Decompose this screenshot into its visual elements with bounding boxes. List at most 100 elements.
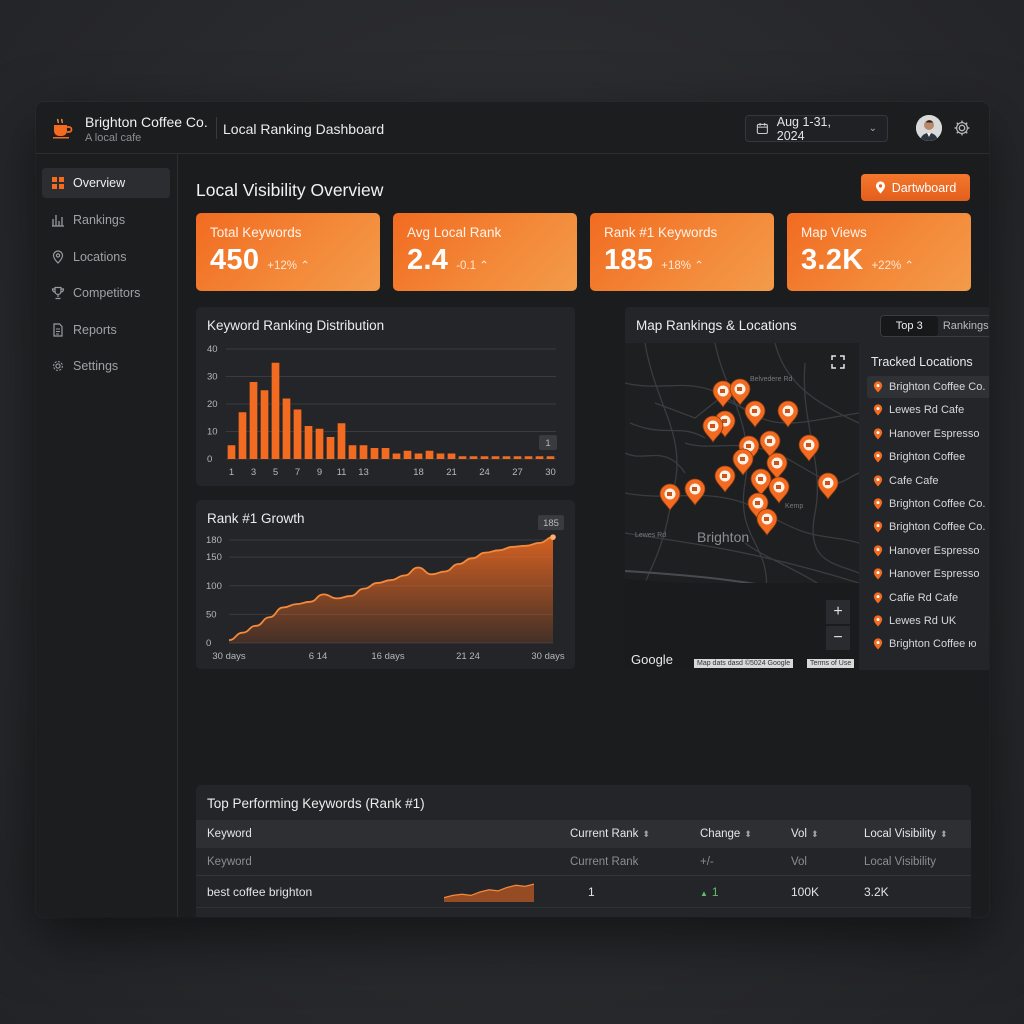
bar[interactable] [304,426,313,459]
tracked-location-item[interactable]: Hanover Espresso [867,423,989,445]
bar[interactable] [359,445,368,459]
y-tick-label: 30 [207,372,218,383]
series-line [228,536,554,642]
filter-change[interactable]: +/- [700,855,714,868]
bar[interactable] [227,445,236,459]
location-pin-icon[interactable] [756,508,778,536]
bar[interactable] [513,456,522,459]
bar[interactable] [282,398,291,460]
tracked-location-item[interactable]: Hanover Espresso [867,563,989,585]
bar[interactable] [524,456,533,459]
toggle-rankings[interactable]: Rankings [942,320,989,332]
tracked-location-label: Hanover Espresso [889,568,980,581]
bar[interactable] [436,453,445,460]
location-pin-icon[interactable] [750,468,772,496]
location-pin-icon[interactable] [714,465,736,493]
column-header-visibility[interactable]: Local Visibility ⬍ [864,828,948,840]
toggle-top3[interactable]: Top 3 [881,316,938,336]
bar[interactable] [469,456,478,459]
gear-icon[interactable] [953,119,971,137]
bar[interactable] [392,453,401,460]
x-tick-label: 21 24 [456,651,480,662]
bar[interactable] [260,390,269,459]
bar[interactable] [491,456,500,459]
bar[interactable] [271,362,280,459]
column-header-keyword[interactable]: Keyword [207,828,252,840]
dashboard-button[interactable]: Dartwboard [861,174,970,201]
kpi-total-keywords[interactable]: Total Keywords 450 +12% ⌃ [196,213,380,291]
tracked-location-item[interactable]: Brighton Coffee ю [867,633,989,655]
location-pin-icon[interactable] [798,434,820,462]
bar[interactable] [370,448,379,459]
location-pin-icon[interactable] [732,448,754,476]
kpi-rank1-keywords[interactable]: Rank #1 Keywords 185 +18% ⌃ [590,213,774,291]
bar[interactable] [326,437,335,459]
bar[interactable] [502,456,511,459]
sidebar-item-overview[interactable]: Overview [42,168,170,198]
zoom-in-button[interactable]: + [826,600,850,624]
bar[interactable] [293,409,302,460]
bar[interactable] [546,456,555,459]
brand-subtitle: A local cafe [85,132,142,144]
bar[interactable] [425,450,434,459]
table-row[interactable]: cafe near me 1 ▼0.1 185 1.86 [196,908,971,918]
location-pin-icon [873,521,883,533]
expand-icon[interactable] [831,355,845,369]
end-point[interactable] [550,534,556,540]
tracked-location-item[interactable]: Brighton Coffee Co. [867,516,989,538]
bar[interactable] [447,453,456,460]
location-pin-icon[interactable] [817,472,839,500]
bar[interactable] [414,453,423,460]
filter-visibility[interactable]: Local Visibility [864,855,937,868]
tracked-location-item[interactable]: Cafie Rd Cafe [867,587,989,609]
tracked-location-item[interactable]: Hanover Espresso [867,540,989,562]
location-pin-icon[interactable] [777,400,799,428]
column-header-rank[interactable]: Current Rank ⬍ [570,828,650,840]
bar[interactable] [348,445,357,459]
column-header-vol[interactable]: Vol ⬍ [791,828,819,840]
bar[interactable] [403,450,412,459]
filter-rank[interactable]: Current Rank [570,855,639,868]
table-title: Top Performing Keywords (Rank #1) [207,796,425,811]
bar[interactable] [238,412,247,459]
kpi-avg-local-rank[interactable]: Avg Local Rank 2.4 -0.1 ⌃ [393,213,577,291]
terms-link[interactable]: Terms of Use [807,659,855,668]
sidebar-item-settings[interactable]: Settings [42,351,170,381]
location-pin-icon[interactable] [759,430,781,458]
map[interactable]: Belvedere Rd Lewes Rd Kemp Brighton + − Go… [625,343,859,670]
date-range-picker[interactable]: Aug 1-31, 2024 ⌄ [745,115,888,143]
location-pin-icon[interactable] [702,415,724,443]
sidebar-item-competitors[interactable]: Competitors [42,278,170,308]
tracked-location-item[interactable]: Cafe Cafe [867,470,989,492]
kpi-map-views[interactable]: Map Views 3.2K +22% ⌃ [787,213,971,291]
bar[interactable] [337,423,346,459]
tracked-location-item[interactable]: Lewes Rd UK [867,610,989,632]
location-pin-icon[interactable] [768,476,790,504]
bar[interactable] [535,456,544,459]
location-pin-icon[interactable] [659,483,681,511]
bar[interactable] [249,382,258,459]
location-pin-icon[interactable] [684,478,706,506]
zoom-out-button[interactable]: − [826,626,850,650]
bar[interactable] [480,456,489,459]
location-pin-icon[interactable] [729,378,751,406]
tracked-location-item[interactable]: Brighton Coffee Co. [867,493,989,515]
sidebar-item-locations[interactable]: Locations [42,242,170,272]
filter-vol[interactable]: Vol [791,855,807,868]
tracked-location-item[interactable]: Brighton Coffee Co. [867,376,989,398]
tracked-location-item[interactable]: Lewes Rd Cafe [867,399,989,421]
table-row[interactable]: best coffee brighton 1 ▲ 1 100K 3.2K [196,876,971,908]
location-pin-icon[interactable] [712,380,734,408]
location-pin-icon[interactable] [744,400,766,428]
tracked-location-item[interactable]: Brighton Coffee [867,446,989,468]
column-header-change[interactable]: Change ⬍ [700,828,752,840]
road [744,542,826,589]
filter-keyword[interactable]: Keyword [207,855,252,868]
bar[interactable] [458,456,467,459]
bar[interactable] [381,448,390,459]
avatar[interactable] [916,115,942,141]
sidebar-item-rankings[interactable]: Rankings [42,205,170,235]
location-pin-icon[interactable] [766,452,788,480]
bar[interactable] [315,428,324,459]
sidebar-item-reports[interactable]: Reports [42,315,170,345]
